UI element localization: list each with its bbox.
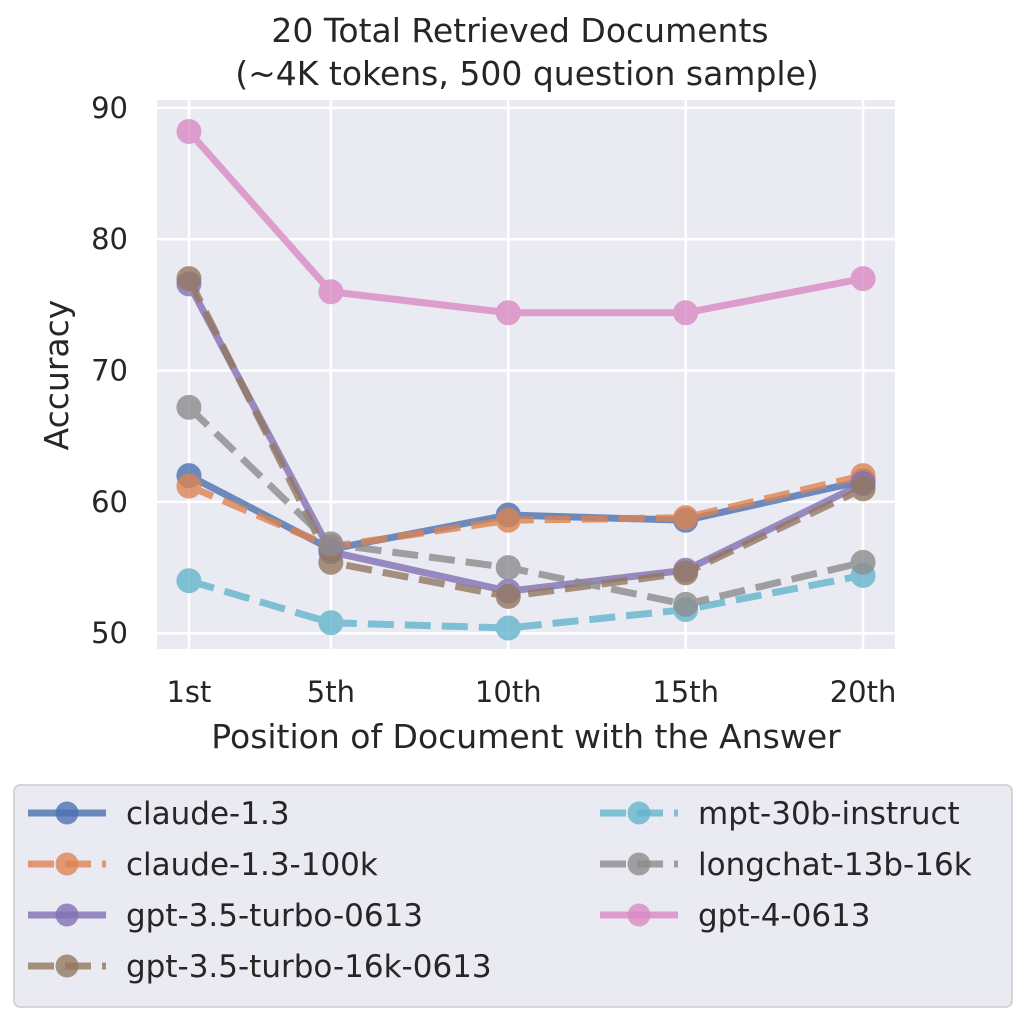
legend-entry: claude-1.3-100k [28,847,378,883]
legend-label: gpt-3.5-turbo-16k-0613 [126,949,492,985]
data-point [673,300,699,326]
y-axis-label: Accuracy [37,300,76,451]
x-tick-label: 15th [652,675,719,709]
legend-label: claude-1.3-100k [126,847,378,883]
y-tick-label: 50 [91,616,128,650]
legend-marker [627,801,651,825]
data-point [850,266,876,292]
series-line [187,572,864,632]
x-tick-label: 5th [307,675,355,709]
legend-entry: gpt-3.5-turbo-0613 [28,898,423,934]
legend-label: gpt-4-0613 [698,898,871,934]
data-point [176,266,202,292]
series-longchat-13b-16k [176,394,876,617]
data-point [176,473,202,499]
legend-marker [627,852,651,876]
legend-marker [55,852,79,876]
data-point [318,531,344,557]
x-tick-label: 10th [475,675,542,709]
x-tick-label: 1st [166,675,211,709]
legend-marker [55,954,79,978]
data-point [673,591,699,617]
data-point [673,560,699,586]
data-point [495,507,521,533]
data-point [176,568,202,594]
data-point [850,476,876,502]
legend-entry: claude-1.3 [28,796,290,832]
plot-area [157,100,895,649]
data-point [176,394,202,420]
legend-label: longchat-13b-16k [698,847,972,883]
legend: claude-1.3 claude-1.3-100k gpt-3.5-turbo-0… [28,796,972,985]
legend-label: gpt-3.5-turbo-0613 [126,898,423,934]
data-point [318,610,344,636]
data-point [495,615,521,641]
legend-box [13,784,1013,1008]
x-axis-label: Position of Document with the Answer [211,717,841,756]
axis-ticks: 1st 5th 10th 15th 20th 50 60 70 80 90 [91,91,896,709]
series-gpt-3.5-turbo-16k-0613 [176,266,876,609]
chart-subtitle: (~4K tokens, 500 question sample) [235,54,819,93]
legend-entry: mpt-30b-instruct [600,796,960,832]
legend-label: claude-1.3 [126,796,290,832]
data-point [495,555,521,581]
data-point [176,119,202,145]
grid-lines [157,100,895,649]
data-point [673,505,699,531]
y-tick-label: 60 [91,485,128,519]
x-tick-label: 20th [830,675,897,709]
data-point [318,279,344,305]
data-point [850,549,876,575]
series-gpt-4-0613 [176,119,876,326]
y-tick-label: 90 [91,91,128,125]
y-tick-label: 70 [91,354,128,388]
legend-entry: longchat-13b-16k [600,847,972,883]
series-group [176,119,876,641]
data-point [495,583,521,609]
legend-marker [55,903,79,927]
data-point [495,300,521,326]
legend-marker [627,903,651,927]
legend-entry: gpt-4-0613 [600,898,871,934]
legend-entry: gpt-3.5-turbo-16k-0613 [28,949,492,985]
chart-title: 20 Total Retrieved Documents [271,11,768,50]
legend-label: mpt-30b-instruct [698,796,960,832]
legend-marker [55,801,79,825]
y-tick-label: 80 [91,222,128,256]
